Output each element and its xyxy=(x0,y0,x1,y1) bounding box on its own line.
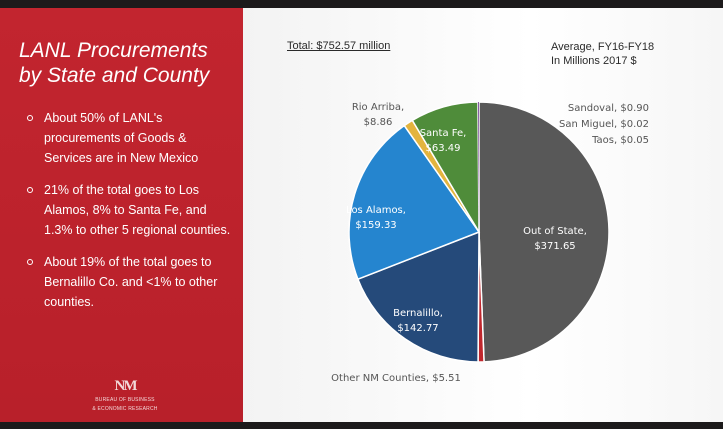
pie-label-rio-arriba: Rio Arriba, $8.86 xyxy=(352,102,404,128)
title-line-2: by State and County xyxy=(19,64,210,87)
chart-note-line-1: Average, FY16-FY18 xyxy=(551,41,655,53)
pie-label-sandoval: Sandoval, $0.90 xyxy=(568,103,649,114)
chart-total-label: Total: $752.57 million xyxy=(287,40,391,52)
pie-label-santa-fe: Santa Fe, $63.49 xyxy=(420,128,467,154)
pie-slice-bernalillo xyxy=(356,230,480,363)
pie-label-out-of-state: Out of State, $371.65 xyxy=(523,226,587,252)
bullet-list: About 50% of LANL's procurements of Good… xyxy=(27,108,232,324)
pie-label-los-alamos: Los Alamos, $159.33 xyxy=(346,205,406,231)
logo-org-line-1: BUREAU OF BUSINESS xyxy=(95,397,155,403)
logo-org-line-2: & ECONOMIC RESEARCH xyxy=(92,406,158,412)
pie-chart: Out of State, $371.65 Other NM Counties, $… xyxy=(331,101,649,384)
pie-slice-santa-fe xyxy=(411,101,480,235)
unm-logo-icon: NM xyxy=(114,378,138,394)
pie-slice-los-alamos xyxy=(348,124,481,281)
slide-title: LANL Procurements by State and County xyxy=(19,38,239,88)
bullet-item: About 19% of the total goes to Bernalill… xyxy=(27,252,232,312)
pie-label-other-nm-counties: Other NM Counties, $5.51 xyxy=(331,373,461,384)
bber-logo: NM BUREAU OF BUSINESS & ECONOMIC RESEARC… xyxy=(80,378,170,412)
chart-note-line-2: In Millions 2017 $ xyxy=(551,55,637,67)
slide: LANL Procurements by State and County Ab… xyxy=(0,8,723,422)
pie-label-bernalillo: Bernalillo, $142.77 xyxy=(393,308,443,334)
chart-note: Average, FY16-FY18 In Millions 2017 $ xyxy=(551,40,654,68)
left-panel: LANL Procurements by State and County Ab… xyxy=(0,8,243,422)
pie-slice-out-of-state xyxy=(478,101,610,363)
chart-panel: Total: $752.57 million Average, FY16-FY1… xyxy=(243,8,723,422)
bullet-item: About 50% of LANL's procurements of Good… xyxy=(27,108,232,168)
pie-label-san-miguel: San Miguel, $0.02 xyxy=(559,119,649,130)
title-line-1: LANL Procurements xyxy=(19,39,208,62)
pie-label-taos: Taos, $0.05 xyxy=(591,135,649,146)
bullet-item: 21% of the total goes to Los Alamos, 8% … xyxy=(27,180,232,240)
